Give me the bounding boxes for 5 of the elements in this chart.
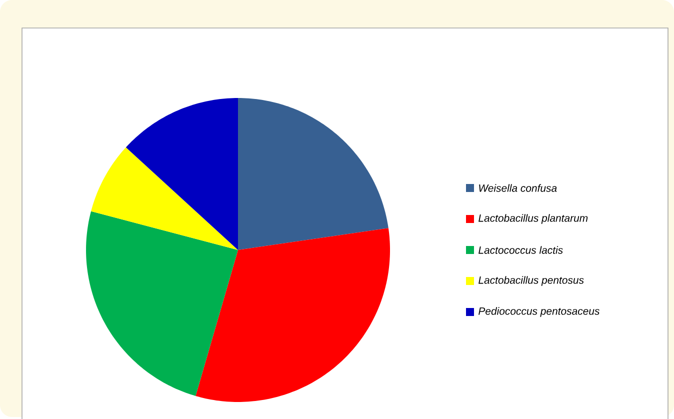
legend-label: Lactobacillus pentosus: [478, 276, 584, 286]
legend-label: Pediococcus pentosaceus: [478, 306, 600, 317]
legend-label: Lactococcus lactis: [478, 246, 563, 254]
legend-label: Weisella confusa: [479, 184, 557, 192]
legend-label: Lactobacillus plantarum: [478, 214, 588, 224]
